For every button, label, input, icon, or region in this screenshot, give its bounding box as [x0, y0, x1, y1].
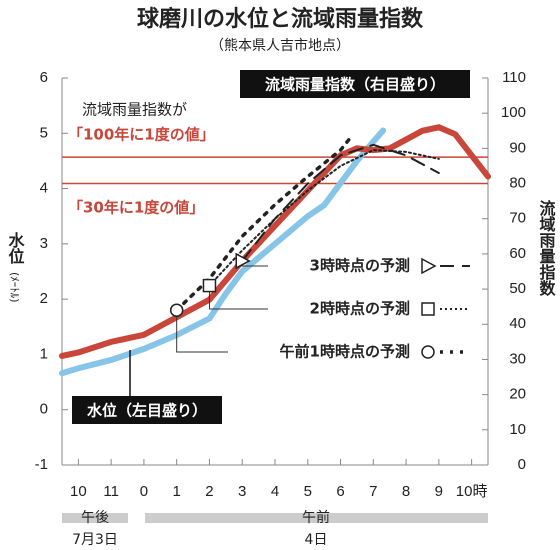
x-tick-label: 6 — [336, 483, 344, 500]
y-tick-label: 2 — [40, 290, 48, 307]
x-tick-label: 8 — [402, 483, 410, 500]
legend-label: 2時時点の予測 — [310, 300, 410, 318]
x-tick-label: 0 — [140, 483, 148, 500]
reference-note: 流域雨量指数が — [82, 101, 187, 119]
y2-tick-label: 100 — [501, 104, 526, 121]
legend-marker — [421, 302, 435, 316]
y2-tick-label: 10 — [509, 421, 526, 438]
group-date: 4日 — [305, 532, 328, 548]
y-tick-label: -1 — [35, 456, 48, 473]
annotation: 水位（左目盛り） — [87, 402, 207, 420]
x-tick-label: 5 — [304, 483, 312, 500]
annotation: 流域雨量指数（右目盛り） — [265, 76, 445, 94]
y-tick-label: 0 — [40, 401, 48, 418]
series-line — [208, 149, 440, 287]
y2-tick-label: 90 — [509, 139, 526, 156]
legend-label: 3時時点の予測 — [310, 257, 410, 275]
y-tick-label: 5 — [40, 124, 48, 141]
legend-label: 午前1時時点の予測 — [280, 343, 410, 361]
y2-tick-label: 70 — [509, 210, 526, 227]
y-tick-label: 1 — [40, 345, 48, 362]
x-tick-label: 7 — [369, 483, 377, 500]
leader-line — [176, 310, 228, 353]
series-line — [241, 143, 440, 262]
x-tick-label: 11 — [103, 483, 119, 500]
marker — [235, 252, 251, 270]
annotation-box — [72, 396, 222, 424]
y-tick-label: 6 — [40, 69, 48, 86]
y2-tick-label: 20 — [509, 386, 526, 403]
group-date: 7月3日 — [72, 532, 118, 548]
y2-tick-label: 30 — [509, 350, 526, 367]
x-tick-label: 4 — [271, 483, 279, 500]
y2-tick-label: 0 — [518, 456, 526, 473]
series-line — [59, 124, 491, 359]
x-tick-label: 9 — [435, 483, 443, 500]
y2-axis-label: 流域雨量指数 — [537, 199, 556, 297]
group-label: 午前 — [302, 509, 330, 526]
y-axis-label: 水位 — [6, 231, 25, 265]
x-tick-label: 3 — [238, 483, 246, 500]
y2-tick-label: 60 — [509, 245, 526, 262]
y2-tick-label: 50 — [509, 280, 526, 297]
reference-label: 「30年に1度の値」 — [68, 199, 204, 217]
reference-label: 「100年に1度の値」 — [68, 126, 215, 144]
y-axis-unit: (ﾒｰﾄﾙ) — [8, 272, 21, 303]
y2-tick-label: 110 — [502, 69, 526, 86]
legend-marker — [421, 257, 437, 275]
group-label: 午後 — [81, 510, 109, 526]
group-bar — [62, 513, 128, 523]
y2-tick-label: 40 — [509, 315, 526, 332]
chart-title: 球磨川の水位と流域雨量指数 — [137, 6, 424, 32]
series-line — [59, 127, 387, 377]
leader-line — [208, 285, 268, 310]
x-tick-label: 10時 — [456, 483, 488, 500]
annotation-box — [240, 70, 470, 98]
legend-marker — [421, 345, 435, 359]
y-tick-label: 4 — [40, 180, 48, 197]
marker — [169, 303, 184, 317]
chart-subtitle: （熊本県人吉市地点） — [210, 37, 350, 54]
x-tick-label: 10 — [70, 483, 87, 500]
x-tick-label: 2 — [205, 483, 213, 500]
marker — [202, 278, 217, 293]
y-tick-label: 3 — [40, 235, 48, 252]
y2-tick-label: 80 — [509, 175, 526, 192]
x-tick-label: 1 — [173, 483, 181, 500]
series-line — [174, 136, 353, 312]
group-bar — [145, 513, 488, 523]
